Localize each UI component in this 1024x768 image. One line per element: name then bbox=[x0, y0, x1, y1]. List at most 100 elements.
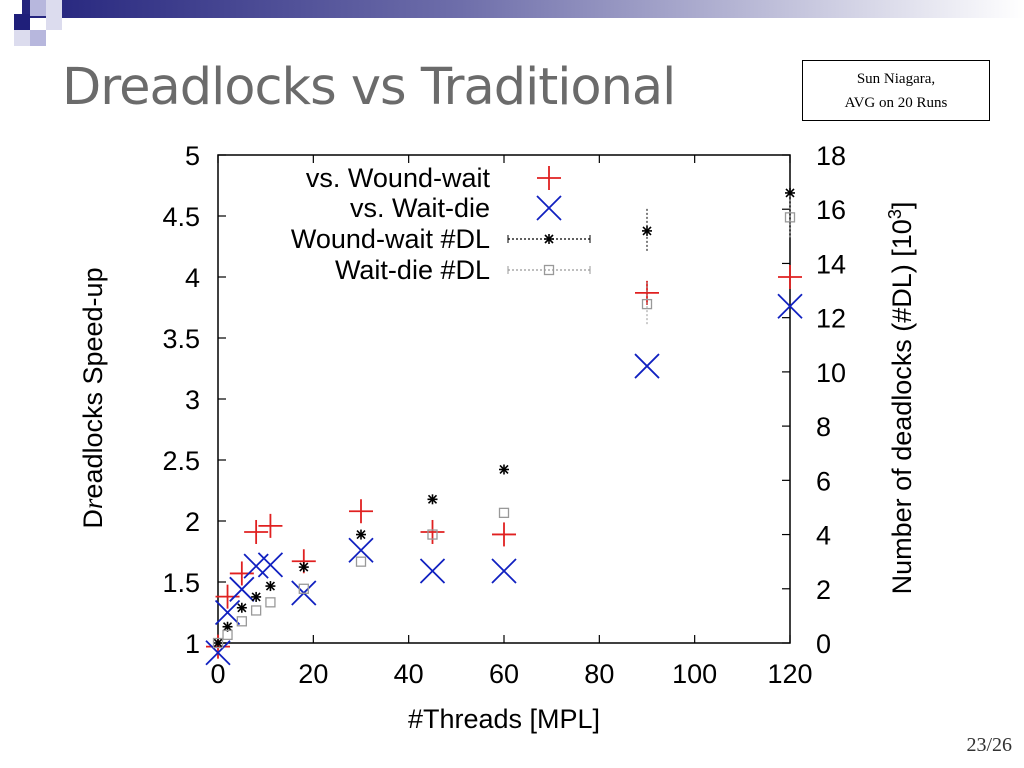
vs-wait-die-point-b bbox=[777, 293, 803, 319]
vs-wait-die-point-b bbox=[205, 640, 231, 666]
wound-wait-dl-point-s3 bbox=[299, 562, 309, 572]
wait-die-dl-point bbox=[265, 597, 276, 608]
legend-marker-wait-die-dl bbox=[543, 264, 555, 276]
wound-wait-dl-point-s3 bbox=[265, 581, 275, 591]
y-left-tick-label: 3.5 bbox=[162, 324, 200, 354]
vs-wait-die-point bbox=[205, 640, 231, 666]
y-right-axis-label: Number of deadlocks (#DL) [103] bbox=[885, 202, 917, 595]
legend-marker-wound-wait-dl bbox=[544, 234, 554, 244]
vs-wait-die-point bbox=[243, 553, 269, 579]
x-tick-label: 20 bbox=[298, 659, 328, 689]
y-right-tick-label: 8 bbox=[816, 412, 831, 442]
note-box: Sun Niagara, AVG on 20 Runs bbox=[802, 60, 990, 121]
wait-die-dl-point-sq bbox=[427, 529, 438, 540]
vs-wait-die-point-b bbox=[419, 558, 446, 584]
legend-marker-vs-wait-die-b bbox=[536, 195, 562, 221]
wait-die-dl-point bbox=[298, 583, 309, 594]
wound-wait-dl-point bbox=[427, 494, 438, 505]
vs-wound-wait-point bbox=[778, 265, 802, 289]
legend-marker-wound-wait-dl-s3 bbox=[544, 234, 554, 244]
wound-wait-dl-point bbox=[298, 562, 309, 573]
wound-wait-dl-point bbox=[265, 581, 276, 592]
vs-wait-die-point bbox=[777, 293, 803, 319]
wait-die-dl-point bbox=[250, 605, 262, 616]
vs-wait-die-point-b bbox=[229, 576, 255, 602]
slide-number: 23/26 bbox=[966, 734, 1012, 756]
y-left-tick-label: 5 bbox=[185, 141, 200, 171]
vs-wait-die-point bbox=[257, 552, 284, 578]
vs-wait-die-point-b bbox=[214, 599, 241, 626]
y-right-tick-label: 4 bbox=[816, 521, 831, 551]
y-right-tick-label: 0 bbox=[816, 629, 831, 659]
x-tick-label: 80 bbox=[584, 659, 614, 689]
wait-die-dl-point bbox=[222, 629, 233, 641]
vs-wait-die-point-b bbox=[348, 537, 374, 563]
wait-die-dl-point-sq bbox=[212, 637, 224, 649]
wound-wait-dl-point-s3 bbox=[251, 592, 261, 602]
vs-wound-wait-point bbox=[349, 499, 373, 524]
vs-wait-die-point bbox=[491, 558, 517, 584]
x-axis-label: #Threads [MPL] bbox=[408, 704, 600, 734]
y-left-tick-label: 4 bbox=[185, 263, 200, 293]
wait-die-dl-point-sq bbox=[355, 556, 367, 567]
y-left-tick-label: 4.5 bbox=[162, 202, 200, 232]
y-left-tick-label: 1.5 bbox=[162, 568, 200, 598]
wound-wait-dl-point bbox=[251, 591, 262, 602]
legend-marker-vs-wound-wait bbox=[537, 166, 561, 190]
legend-label-vs-wound-wait: vs. Wound-wait bbox=[306, 163, 491, 193]
wait-die-dl-point-sq bbox=[498, 507, 510, 519]
vs-wait-die-point-b bbox=[491, 558, 517, 584]
wound-wait-dl-point bbox=[356, 529, 366, 540]
wait-die-dl-point bbox=[641, 298, 653, 310]
wound-wait-dl-point bbox=[236, 602, 247, 613]
vs-wait-die-point bbox=[348, 537, 374, 563]
wound-wait-dl-point-s3 bbox=[356, 529, 366, 540]
y-left-tick-label: 2 bbox=[185, 507, 200, 537]
wound-wait-dl-point-s3 bbox=[785, 188, 795, 198]
wound-wait-dl-point-s3 bbox=[427, 494, 438, 504]
wait-die-dl-point bbox=[236, 616, 247, 627]
y-right-tick-label: 6 bbox=[816, 466, 831, 496]
y-left-axis-label: Dreadlocks Speed-up bbox=[78, 267, 108, 528]
wound-wait-dl-point-s3 bbox=[237, 603, 247, 613]
wound-wait-dl-point-s3 bbox=[213, 638, 223, 648]
wait-die-dl-point-sq bbox=[222, 629, 233, 641]
legend-label-wait-die-dl: Wait-die #DL bbox=[335, 255, 490, 285]
wait-die-dl-point bbox=[784, 212, 796, 223]
y-right-tick-label: 14 bbox=[816, 249, 846, 279]
wait-die-dl-point-sq bbox=[641, 298, 653, 310]
wait-die-dl-point-sq bbox=[265, 597, 276, 608]
vs-wait-die-point bbox=[229, 576, 255, 602]
legend-marker-vs-wait-die bbox=[536, 195, 562, 221]
wait-die-dl-point bbox=[212, 637, 224, 649]
note-line-1: Sun Niagara, bbox=[856, 70, 936, 87]
y-left-tick-label: 1 bbox=[185, 629, 200, 659]
legend-label-vs-wait-die: vs. Wait-die bbox=[350, 193, 490, 223]
x-tick-label: 0 bbox=[210, 659, 225, 689]
vs-wait-die-point-b bbox=[257, 552, 284, 578]
slide-title: Dreadlocks vs Traditional bbox=[62, 58, 676, 117]
slide-corner-decoration bbox=[0, 0, 1024, 46]
note-line-2: AVG on 20 Runs bbox=[844, 94, 948, 111]
wound-wait-dl-point-s3 bbox=[222, 622, 233, 632]
wound-wait-dl-point bbox=[642, 225, 652, 236]
vs-wait-die-point bbox=[214, 599, 241, 626]
wait-die-dl-point-sq bbox=[784, 212, 796, 223]
vs-wound-wait-point bbox=[635, 280, 659, 305]
wait-die-dl-point-sq bbox=[298, 583, 309, 594]
vs-wound-wait-point bbox=[258, 513, 283, 538]
wait-die-dl-point bbox=[427, 529, 438, 540]
wait-die-dl-point-sq bbox=[236, 616, 247, 627]
vs-wait-die-point-b bbox=[634, 353, 660, 379]
vs-wait-die-point bbox=[634, 353, 660, 379]
x-tick-label: 60 bbox=[489, 659, 519, 689]
x-tick-label: 100 bbox=[672, 659, 717, 689]
x-tick-label: 40 bbox=[394, 659, 424, 689]
wait-die-dl-point bbox=[498, 507, 510, 519]
wound-wait-dl-point-s3 bbox=[499, 464, 509, 475]
vs-wait-die-point bbox=[419, 558, 446, 584]
scatter-chart: 0 20 40 60 80 100 120 1 1.5 2 2.5 3 3.5 4 4.5 5 0 2 4 6 8 10 1… bbox=[78, 141, 917, 734]
x-tick-label: 120 bbox=[767, 659, 812, 689]
wait-die-dl-point bbox=[355, 556, 367, 567]
y-left-tick-label: 3 bbox=[185, 385, 200, 415]
